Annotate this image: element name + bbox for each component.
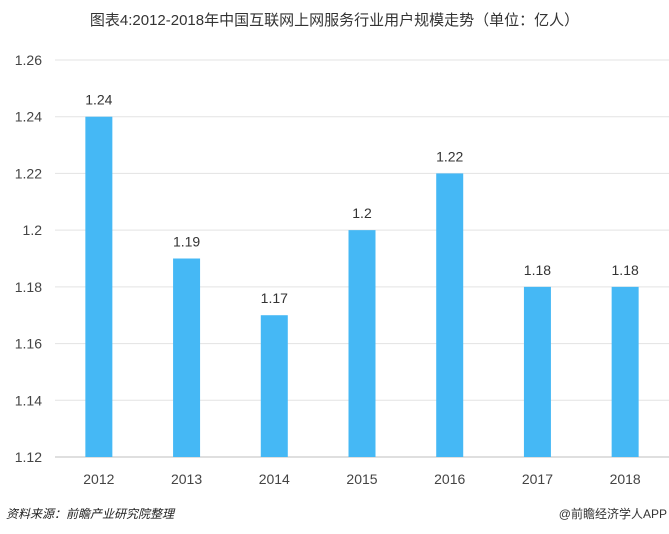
y-tick-label: 1.14: [15, 392, 42, 408]
y-tick-label: 1.24: [15, 109, 42, 125]
y-tick-label: 1.2: [23, 222, 43, 238]
y-tick-label: 1.12: [15, 449, 42, 465]
data-label: 1.18: [524, 262, 551, 278]
y-tick-label: 1.26: [15, 52, 42, 68]
y-tick-label: 1.18: [15, 279, 42, 295]
bar: [611, 286, 639, 457]
x-tick-label: 2012: [83, 471, 114, 487]
x-tick-label: 2015: [346, 471, 377, 487]
x-tick-label: 2014: [259, 471, 290, 487]
bar: [260, 315, 288, 457]
data-label: 1.24: [85, 92, 112, 108]
data-label: 1.18: [612, 262, 639, 278]
y-tick-label: 1.22: [15, 165, 42, 181]
y-tick-label: 1.16: [15, 336, 42, 352]
bar: [523, 286, 551, 457]
bar: [173, 258, 201, 457]
data-label: 1.2: [352, 205, 372, 221]
bar: [348, 230, 376, 457]
source-note: 资料来源：前瞻产业研究院整理: [6, 507, 175, 521]
x-tick-label: 2013: [171, 471, 202, 487]
x-tick-label: 2017: [522, 471, 553, 487]
x-tick-label: 2016: [434, 471, 465, 487]
data-label: 1.19: [173, 234, 200, 250]
data-label: 1.22: [436, 148, 463, 164]
chart-title: 图表4:2012-2018年中国互联网上网服务行业用户规模走势（单位：亿人）: [89, 12, 580, 29]
bar: [436, 173, 464, 457]
x-tick-label: 2018: [610, 471, 641, 487]
brand-credit: @前瞻经济学人APP: [558, 507, 667, 521]
data-label: 1.17: [261, 290, 288, 306]
bar: [85, 116, 113, 457]
